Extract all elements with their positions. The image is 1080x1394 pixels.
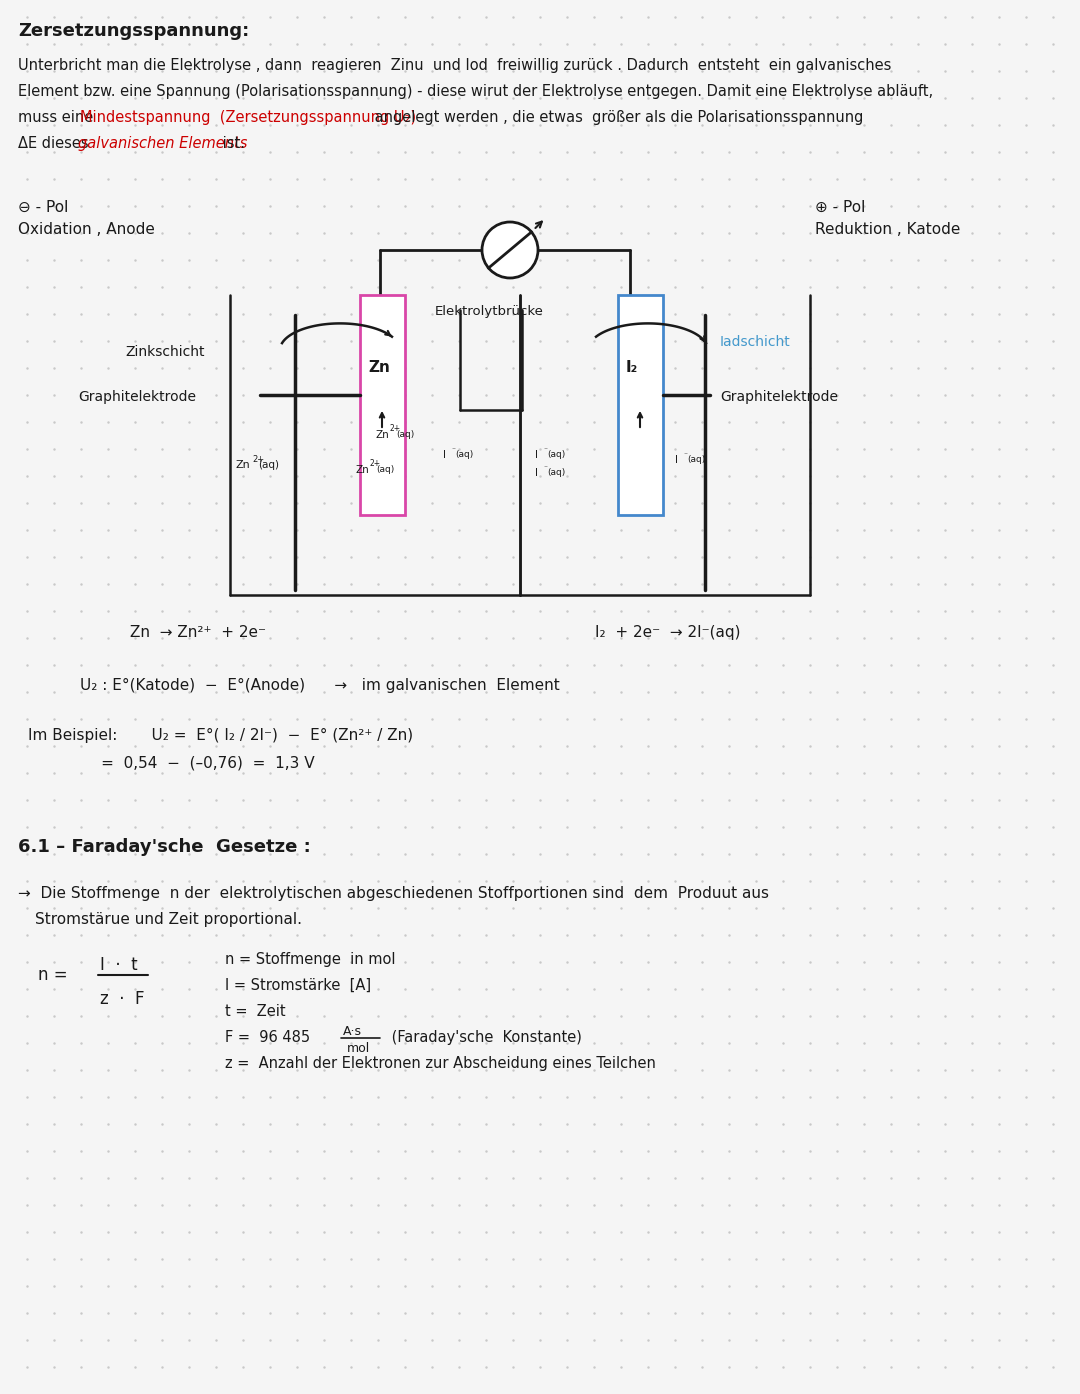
Text: ⁻: ⁻ — [543, 445, 546, 454]
Text: (aq): (aq) — [376, 466, 394, 474]
Text: I = Stromstärke  [A]: I = Stromstärke [A] — [225, 979, 372, 993]
Text: Unterbricht man die Elektrolyse , dann  reagieren  Zinu  und Iod  freiwillig zur: Unterbricht man die Elektrolyse , dann r… — [18, 59, 891, 72]
Text: Zinkschicht: Zinkschicht — [125, 344, 204, 360]
Text: (aq): (aq) — [455, 450, 473, 459]
Text: 2+: 2+ — [370, 459, 381, 468]
Text: Stromstärue und Zeit proportional.: Stromstärue und Zeit proportional. — [35, 912, 302, 927]
Text: U₂ : E°(Katode)  −  E°(Anode)      →   im galvanischen  Element: U₂ : E°(Katode) − E°(Anode) → im galvani… — [80, 677, 559, 693]
Text: Element bzw. eine Spannung (Polarisationsspannung) - diese wirut der Elektrolyse: Element bzw. eine Spannung (Polarisation… — [18, 84, 933, 99]
Text: (Faraday'sche  Konstante): (Faraday'sche Konstante) — [387, 1030, 582, 1046]
Text: Zn: Zn — [368, 360, 390, 375]
Text: F =  96 485: F = 96 485 — [225, 1030, 314, 1046]
Text: angelegt werden , die etwas  größer als die Polarisationsspannung: angelegt werden , die etwas größer als d… — [370, 110, 863, 125]
Text: I: I — [535, 468, 538, 478]
Text: (aq): (aq) — [687, 454, 705, 464]
Text: =  0,54  −  (–0,76)  =  1,3 V: = 0,54 − (–0,76) = 1,3 V — [28, 756, 314, 769]
Text: n =: n = — [38, 966, 68, 984]
Text: Reduktion , Katode: Reduktion , Katode — [815, 222, 960, 237]
Text: Im Beispiel:       U₂ =  E°( I₂ / 2I⁻)  −  E° (Zn²⁺ / Zn): Im Beispiel: U₂ = E°( I₂ / 2I⁻) − E° (Zn… — [28, 728, 414, 743]
Text: ist.: ist. — [218, 137, 245, 151]
Text: 6.1 – Faraday'sche  Gesetze :: 6.1 – Faraday'sche Gesetze : — [18, 838, 311, 856]
Text: I₂  + 2e⁻  → 2I⁻(aq): I₂ + 2e⁻ → 2I⁻(aq) — [595, 625, 741, 640]
Text: ⊖ - Pol: ⊖ - Pol — [18, 199, 68, 215]
Text: (aq): (aq) — [546, 468, 565, 477]
Text: (aq): (aq) — [396, 429, 415, 439]
Text: I: I — [443, 450, 446, 460]
Text: t =  Zeit: t = Zeit — [225, 1004, 285, 1019]
Text: ⁻: ⁻ — [543, 463, 546, 473]
Text: (aq): (aq) — [546, 450, 565, 459]
Text: →  Die Stoffmenge  n der  elektrolytischen abgeschiedenen Stoffportionen sind  d: → Die Stoffmenge n der elektrolytischen … — [18, 887, 769, 901]
Text: Graphitelektrode: Graphitelektrode — [78, 390, 195, 404]
Text: Graphitelektrode: Graphitelektrode — [720, 390, 838, 404]
Text: 2+: 2+ — [252, 454, 265, 464]
Text: ⁻: ⁻ — [451, 445, 455, 454]
Text: z  ·  F: z · F — [100, 990, 145, 1008]
Text: I₂: I₂ — [626, 360, 638, 375]
Text: ΔE dieses: ΔE dieses — [18, 137, 93, 151]
Text: Elektrolytbrücke: Elektrolytbrücke — [435, 305, 544, 318]
Text: mol: mol — [347, 1041, 370, 1055]
Text: Zersetzungsspannung:: Zersetzungsspannung: — [18, 22, 249, 40]
Text: Iadschicht: Iadschicht — [720, 335, 791, 348]
Text: ⁻: ⁻ — [683, 450, 687, 459]
Text: 2+: 2+ — [390, 424, 401, 434]
Text: Zn: Zn — [355, 466, 368, 475]
Circle shape — [482, 222, 538, 277]
Text: Zn  → Zn²⁺  + 2e⁻: Zn → Zn²⁺ + 2e⁻ — [130, 625, 266, 640]
Text: I: I — [535, 450, 538, 460]
Text: I: I — [675, 454, 678, 466]
Text: galvanischen Elements: galvanischen Elements — [78, 137, 247, 151]
Text: n = Stoffmenge  in mol: n = Stoffmenge in mol — [225, 952, 395, 967]
Text: muss eine: muss eine — [18, 110, 98, 125]
Bar — [618, 296, 663, 514]
Text: ⊕ - Pol: ⊕ - Pol — [815, 199, 865, 215]
Text: Zn: Zn — [375, 429, 389, 441]
Bar — [360, 296, 405, 514]
Text: Mindestspannung  (Zersetzungsspannung U₂): Mindestspannung (Zersetzungsspannung U₂) — [80, 110, 416, 125]
Text: Oxidation , Anode: Oxidation , Anode — [18, 222, 154, 237]
Text: A·s: A·s — [343, 1025, 362, 1039]
Text: I  ·  t: I · t — [100, 956, 137, 974]
Text: (aq): (aq) — [258, 460, 279, 470]
Text: z =  Anzahl der Elektronen zur Abscheidung eines Teilchen: z = Anzahl der Elektronen zur Abscheidun… — [225, 1057, 656, 1071]
Text: Zn: Zn — [235, 460, 249, 470]
